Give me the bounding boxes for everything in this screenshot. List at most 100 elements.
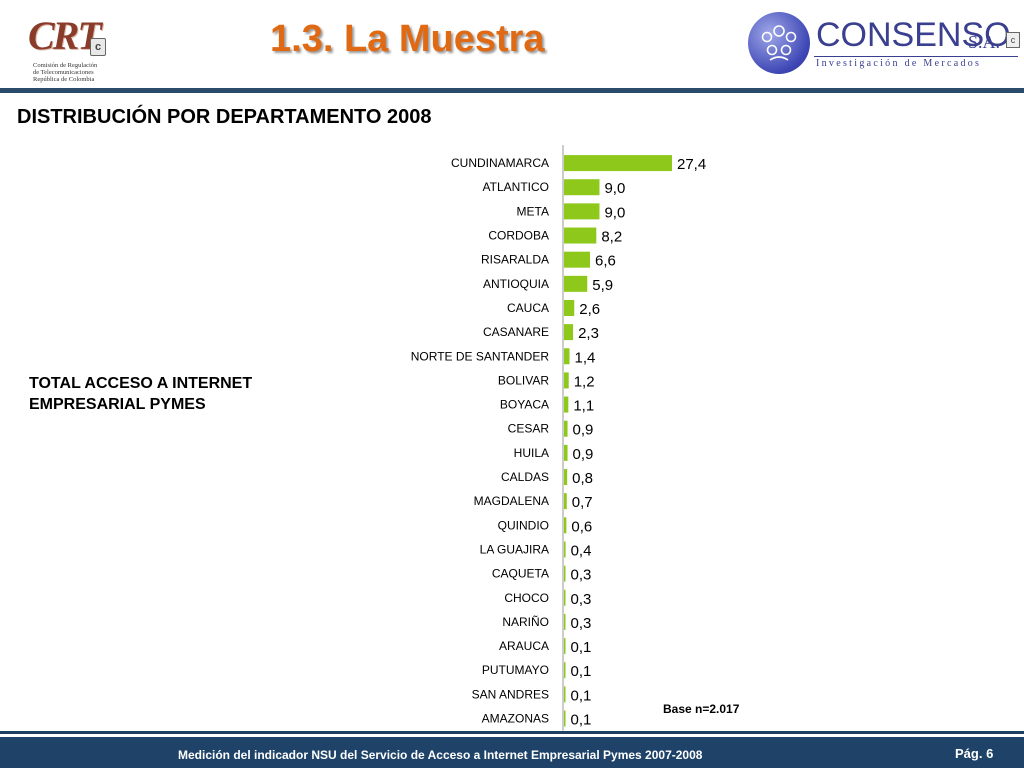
category-label: HUILA (514, 446, 549, 460)
category-label: CUNDINAMARCA (451, 156, 549, 170)
bar (564, 710, 566, 727)
bar (564, 396, 569, 413)
bar (564, 275, 588, 292)
category-label: RISARALDA (481, 253, 549, 267)
side-note-line: TOTAL ACCESO A INTERNET (29, 375, 253, 392)
side-note: TOTAL ACCESO A INTERNET EMPRESARIAL PYME… (29, 373, 252, 415)
category-label: CALDAS (501, 470, 549, 484)
bar (564, 251, 591, 268)
value-label: 0,7 (572, 494, 593, 511)
category-label: CORDOBA (488, 229, 549, 243)
category-label: ARAUCA (499, 639, 549, 653)
chart-subtitle: DISTRIBUCIÓN POR DEPARTAMENTO 2008 (17, 106, 432, 128)
value-label: 6,6 (595, 253, 616, 270)
category-label: ANTIOQUIA (483, 277, 549, 291)
value-label: 9,0 (604, 204, 625, 221)
value-label: 0,1 (571, 687, 592, 704)
category-label: CAUCA (507, 301, 549, 315)
category-label: BOYACA (500, 398, 549, 412)
category-label: QUINDIO (498, 518, 549, 532)
value-label: 0,1 (571, 663, 592, 680)
bar (564, 493, 567, 510)
bar (564, 372, 569, 389)
crt-caption-line: República de Colombia (33, 76, 95, 83)
value-label: 9,0 (604, 180, 625, 197)
crt-logo-letters: CRT (28, 13, 102, 58)
value-label: 0,6 (571, 518, 592, 535)
value-label: 1,1 (573, 398, 594, 415)
bar (564, 155, 672, 172)
crt-logo: CRT c Comisión de Regulación de Telecomu… (26, 12, 116, 84)
header: CRT c Comisión de Regulación de Telecomu… (0, 0, 1024, 88)
bar (564, 179, 600, 196)
consenso-tagline: Investigación de Mercados (816, 58, 982, 69)
category-label: NARIÑO (502, 615, 549, 629)
bar (564, 517, 567, 534)
category-label: SAN ANDRES (472, 687, 549, 701)
bar (564, 565, 566, 582)
value-label: 2,3 (578, 325, 599, 342)
crt-logo-caption: Comisión de Regulación de Telecomunicaci… (33, 62, 97, 83)
page-title: 1.3. La Muestra (270, 18, 545, 60)
category-label: CAQUETA (492, 567, 549, 581)
side-note-line: EMPRESARIAL PYMES (29, 396, 206, 413)
bar-chart: CUNDINAMARCA 27,4 ATLANTICO 9,0 META 9,0 CORDO… (411, 145, 706, 731)
value-label: 0,3 (571, 591, 592, 608)
bar (564, 541, 566, 558)
bar (564, 203, 600, 220)
value-label: 1,4 (575, 349, 596, 366)
value-label: 0,9 (573, 446, 594, 463)
crt-caption-line: de Telecomunicaciones (33, 69, 94, 76)
bar (564, 420, 568, 437)
bar (564, 348, 570, 365)
value-label: 27,4 (677, 156, 706, 173)
crt-caption-line: Comisión de Regulación (33, 62, 98, 69)
value-label: 2,6 (579, 301, 600, 318)
value-label: 0,1 (571, 712, 592, 729)
footer: Medición del indicador NSU del Servicio … (0, 737, 1024, 768)
footer-rule (0, 731, 1024, 734)
category-label: BOLIVAR (498, 373, 549, 387)
consenso-logo: CONSENSO S.A. c Investigación de Mercado… (746, 10, 1020, 80)
value-label: 0,3 (571, 615, 592, 632)
bar (564, 613, 566, 630)
header-rule (0, 88, 1024, 93)
bar (564, 662, 566, 679)
value-label: 0,4 (571, 542, 592, 559)
category-label: PUTUMAYO (482, 663, 549, 677)
value-label: 8,2 (601, 229, 622, 246)
people-icon (761, 25, 797, 61)
footer-text: Medición del indicador NSU del Servicio … (178, 748, 703, 762)
value-label: 0,8 (572, 470, 593, 487)
value-label: 0,3 (571, 567, 592, 584)
value-label: 0,9 (573, 422, 594, 439)
category-label: META (517, 204, 549, 218)
consenso-suffix: S.A. (968, 32, 1001, 52)
category-label: CHOCO (504, 591, 549, 605)
brand-divider (814, 56, 1018, 57)
value-label: 5,9 (592, 277, 613, 294)
bar (564, 299, 575, 316)
category-label: NORTE DE SANTANDER (411, 349, 550, 363)
crt-copyright-badge: c (90, 38, 106, 56)
globe-people-icon (748, 12, 810, 74)
category-label: MAGDALENA (474, 494, 549, 508)
category-label: LA GUAJIRA (480, 542, 549, 556)
page-number: Pág. 6 (955, 746, 994, 761)
category-label: CESAR (508, 422, 550, 436)
bar (564, 469, 568, 486)
bar (564, 686, 566, 703)
value-label: 1,2 (574, 373, 595, 390)
bar (564, 589, 566, 606)
bar (564, 444, 568, 461)
category-label: AMAZONAS (482, 712, 549, 726)
value-label: 0,1 (571, 639, 592, 656)
consenso-badge: c (1006, 32, 1020, 48)
consenso-brand: CONSENSO (816, 16, 1011, 54)
bar (564, 227, 597, 244)
bar (564, 324, 574, 341)
base-label: Base n=2.017 (663, 702, 740, 716)
category-label: ATLANTICO (483, 180, 549, 194)
bar (564, 638, 566, 655)
category-label: CASANARE (483, 325, 549, 339)
